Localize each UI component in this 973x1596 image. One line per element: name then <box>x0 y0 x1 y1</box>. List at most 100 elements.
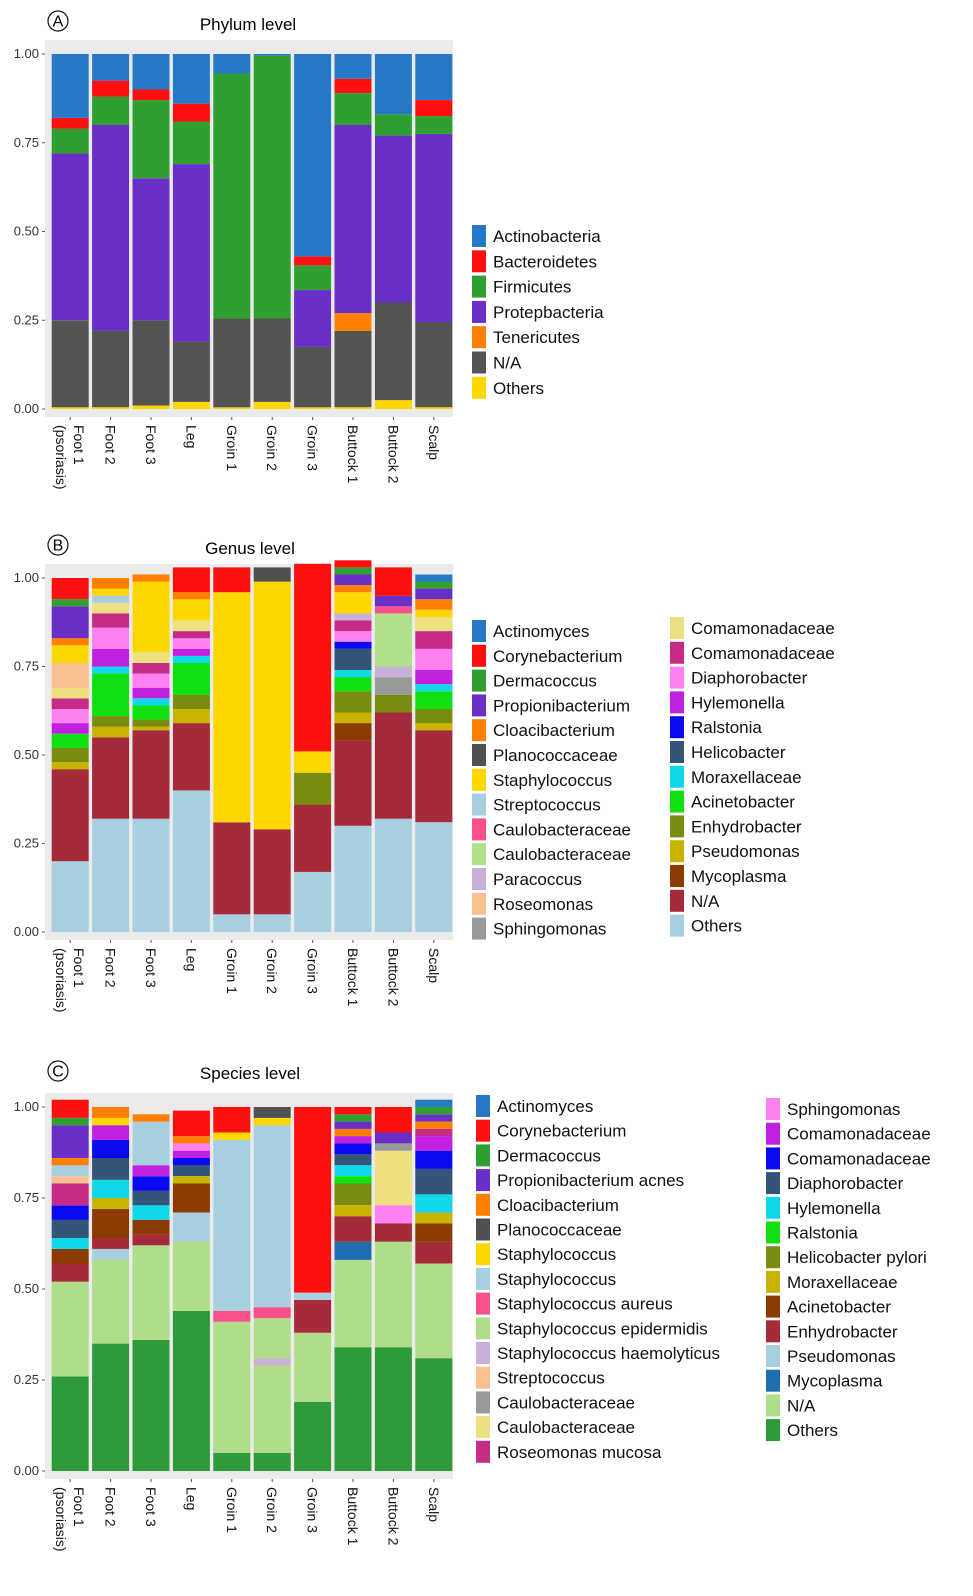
panel-letter-circle <box>47 10 69 32</box>
legend-label: Ralstonia <box>787 1224 858 1243</box>
legend-label: Staphylococcus epidermidis <box>497 1319 708 1338</box>
legend-label: Dermacoccus <box>497 1146 601 1165</box>
x-category-label: Groin 3 <box>305 948 321 994</box>
legend-swatch <box>472 250 486 273</box>
bar-segment <box>51 698 89 709</box>
bar-segment <box>415 1223 453 1242</box>
y-tick-label: 0.25 <box>14 1372 39 1387</box>
legend-swatch <box>476 1342 490 1364</box>
x-category-label: Foot 1(psoriasis) <box>53 425 87 490</box>
bar-segment <box>172 567 210 593</box>
bar-segment <box>92 726 130 738</box>
legend-swatch <box>766 1345 780 1367</box>
bar-segment <box>334 1136 372 1144</box>
legend-swatch <box>476 1317 490 1340</box>
legend-label: Streptococcus <box>493 796 601 815</box>
bar-segment <box>374 1205 412 1224</box>
bar-segment <box>294 256 332 266</box>
bar-segment <box>415 1194 453 1213</box>
bar-segment <box>374 54 412 115</box>
bar-segment <box>294 54 332 257</box>
bar-segment <box>334 313 372 331</box>
bar-segment <box>132 1234 170 1246</box>
bar-segment <box>294 563 332 752</box>
bar-segment <box>294 804 332 872</box>
bar-segment <box>334 1176 372 1184</box>
bar-segment <box>92 613 130 628</box>
bar-segment <box>172 1136 210 1144</box>
legend-label: Cloacibacterium <box>493 721 615 740</box>
x-category-label: Leg <box>183 425 199 448</box>
bar-segment <box>294 407 332 409</box>
bar-segment <box>92 1259 130 1344</box>
bar-segment <box>213 1452 251 1471</box>
legend-label: Protepbacteria <box>493 303 604 322</box>
bar-segment <box>374 1347 412 1471</box>
bar-segment <box>213 822 251 915</box>
bar-segment <box>334 677 372 692</box>
bar-segment <box>415 1107 453 1115</box>
legend-swatch <box>766 1098 780 1120</box>
bar-segment <box>92 595 130 603</box>
bar-segment <box>294 1332 332 1402</box>
bar-segment <box>334 825 372 932</box>
bar-segment <box>51 153 89 321</box>
bar-segment <box>132 320 170 406</box>
bar-segment <box>334 592 372 614</box>
legend-label: Planococcaceae <box>497 1221 622 1240</box>
bar-segment <box>334 1347 372 1471</box>
x-category-label: Groin 3 <box>305 1487 321 1533</box>
bar-segment <box>334 1205 372 1217</box>
bar-segment <box>172 723 210 791</box>
bar-segment <box>172 1310 210 1471</box>
bar-segment <box>51 407 89 409</box>
bar-segment <box>172 401 210 409</box>
bar-segment <box>132 1205 170 1220</box>
legend-swatch <box>670 815 684 838</box>
bar-segment <box>172 599 210 621</box>
legend-label: Staphylococcus <box>497 1270 616 1289</box>
bar-segment <box>132 1245 170 1340</box>
x-category-label: Foot 3 <box>143 948 159 988</box>
bar-segment <box>51 599 89 607</box>
bar-segment <box>92 1107 130 1118</box>
bar-segment <box>374 114 412 136</box>
bar-segment <box>172 663 210 695</box>
bar-segment <box>415 684 453 692</box>
x-category-label: Groin 1 <box>224 1487 240 1533</box>
bar-segment <box>213 914 251 932</box>
legend-label: Helicobacter pylori <box>787 1248 927 1267</box>
bar-segment <box>334 585 372 593</box>
bar-segment <box>51 1165 89 1177</box>
bar-segment <box>334 1143 372 1155</box>
bar-segment <box>51 1117 89 1126</box>
legend-swatch <box>766 1369 780 1392</box>
legend-label: Firmicutes <box>493 278 571 297</box>
bar-segment <box>253 1452 291 1471</box>
bar-segment <box>415 1150 453 1169</box>
legend-swatch <box>476 1144 490 1167</box>
legend-swatch <box>476 1095 490 1117</box>
bar-segment <box>415 1114 453 1122</box>
legend-swatch <box>472 719 486 742</box>
legend-label: Diaphorobacter <box>787 1174 904 1193</box>
y-tick-label: 0.25 <box>14 312 39 327</box>
legend-label: Tenericutes <box>493 328 580 347</box>
legend-label: Comamonadaceae <box>691 619 835 638</box>
bar-segment <box>374 1132 412 1144</box>
bar-segment <box>132 818 170 932</box>
bar-segment <box>92 818 130 932</box>
y-tick-label: 0.50 <box>14 224 39 239</box>
legend-label: Moraxellaceae <box>787 1273 898 1292</box>
bar-segment <box>51 861 89 932</box>
legend-swatch <box>670 865 684 887</box>
legend-label: Caulobacteraceae <box>493 820 631 839</box>
bar-segment <box>92 1117 130 1126</box>
bar-segment <box>92 96 130 125</box>
bar-segment <box>51 663 89 688</box>
bar-segment <box>172 1241 210 1311</box>
bar-segment <box>415 1121 453 1129</box>
bar-segment <box>415 100 453 117</box>
legend-label: Diaphorobacter <box>691 669 808 688</box>
